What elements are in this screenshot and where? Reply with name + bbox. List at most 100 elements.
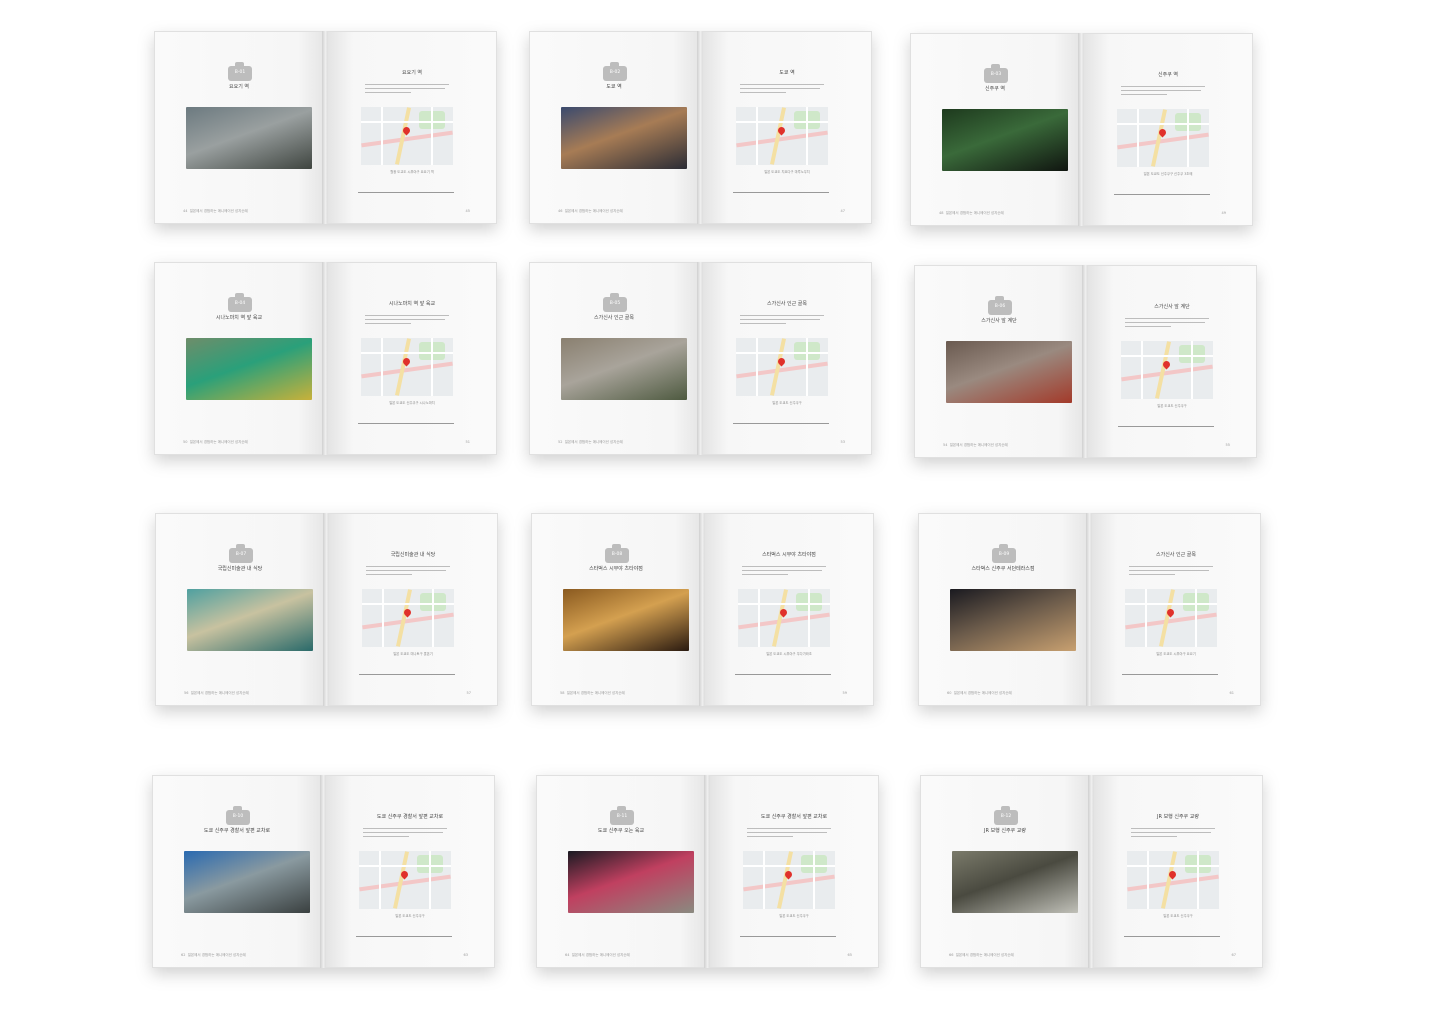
photo-title: 도쿄 역: [606, 84, 622, 90]
book-title-footer: 일본에서 경험하는 애니메이션 성지순례: [953, 691, 1012, 695]
divider: [358, 192, 454, 193]
map-caption: 일본 도쿄도 신주쿠구: [779, 914, 809, 918]
right-page-number: 61: [1229, 691, 1234, 695]
body-text-line: [1129, 574, 1175, 576]
camera-icon: B-09: [992, 544, 1016, 563]
map-road: [1191, 341, 1193, 399]
location-map: [1121, 341, 1213, 399]
left-page-number: 46: [558, 209, 563, 213]
left-page-number: 56: [184, 691, 189, 695]
right-page: 스타벅스 시부야 츠타야점 일본 도쿄도 시부야구 우다가와초 59: [704, 513, 874, 706]
body-text-line: [363, 828, 447, 830]
right-title: 스가신사 인근 골목: [767, 301, 807, 307]
right-page: 시나노마치 역 앞 육교 일본 도쿄도 신주쿠구 시나노마치 51: [327, 262, 497, 455]
left-page: B-12 JR 보행 신주쿠 교량 66 일본에서 경험하는 애니메이션 성지순…: [920, 775, 1090, 968]
photo-title: 스타벅스 시부야 츠타야점: [589, 566, 643, 572]
footer-text: 64 일본에서 경험하는 애니메이션 성지순례: [565, 953, 630, 958]
book-spine: [322, 262, 329, 455]
book-title-footer: 일본에서 경험하는 애니메이션 성지순례: [190, 691, 249, 695]
photo-title: 국립신미술관 내 식당: [217, 566, 263, 572]
body-text-line: [365, 88, 445, 90]
location-photo: [561, 107, 687, 169]
map-caption: 일본 도쿄도 신주쿠구 신주쿠 3초메: [1143, 172, 1193, 176]
map-road: [432, 589, 434, 647]
footer-text: 62 일본에서 경험하는 애니메이션 성지순례: [181, 953, 246, 958]
body-text-line: [740, 88, 820, 90]
map-road: [738, 603, 830, 605]
map-road: [813, 851, 815, 909]
left-page: B-03 신주쿠 역 48 일본에서 경험하는 애니메이션 성지순례: [910, 33, 1080, 226]
map-road: [382, 589, 384, 647]
map-road: [361, 352, 453, 354]
map-road: [361, 121, 453, 123]
location-code: B-08: [611, 552, 623, 557]
right-page: 도쿄 신주쿠 경찰서 앞편 교차로 일본 도쿄도 신주쿠구 65: [709, 775, 879, 968]
location-map: [1125, 589, 1217, 647]
location-map: [361, 338, 453, 396]
book-title-footer: 일본에서 경험하는 애니메이션 성지순례: [571, 953, 630, 957]
location-photo: [952, 851, 1078, 913]
left-page: B-01 요요기 역 44 일본에서 경험하는 애니메이션 성지순례: [154, 31, 324, 224]
photo-title: 도쿄 신주쿠 오는 육교: [597, 828, 645, 834]
divider: [359, 674, 455, 675]
map-caption: 월광 도교도 시부야구 요요기 역: [390, 170, 434, 174]
map-road: [1117, 123, 1209, 125]
body-text-line: [365, 92, 411, 94]
footer-text: 56 일본에서 경험하는 애니메이션 성지순례: [184, 691, 249, 696]
footer-text: 48 일본에서 경험하는 애니메이션 성지순례: [939, 211, 1004, 216]
map-road: [806, 338, 808, 396]
book-spread: B-03 신주쿠 역 48 일본에서 경험하는 애니메이션 성지순례 신주쿠 역: [910, 33, 1255, 228]
map-caption: 일본 도쿄도 미나토구 롯폰기: [393, 652, 433, 656]
camera-icon: B-03: [984, 64, 1008, 83]
divider: [1122, 674, 1218, 675]
right-title: 국립신미술관 내 식당: [390, 552, 436, 558]
map-caption: 일본 도쿄도 신주쿠구: [1157, 404, 1187, 408]
body-text-line: [740, 323, 786, 325]
body-text-line: [740, 315, 824, 317]
camera-icon: B-01: [228, 62, 252, 81]
right-page-number: 47: [840, 209, 845, 213]
map-road: [1141, 341, 1143, 399]
location-photo: [561, 338, 687, 400]
right-page: 스가신사 앞 계단 일본 도쿄도 신주쿠구 55: [1087, 265, 1257, 458]
book-spread: B-09 스타벅스 신주쿠 서던테라스점 60 일본에서 경험하는 애니메이션 …: [918, 513, 1263, 708]
map-road: [736, 352, 828, 354]
body-text-line: [365, 315, 449, 317]
map-road: [756, 107, 758, 165]
map-road: [362, 603, 454, 605]
book-spread: B-01 요요기 역 44 일본에서 경험하는 애니메이션 성지순례 요요기 역: [154, 31, 499, 226]
body-text-line: [1129, 570, 1209, 572]
location-code: B-02: [609, 70, 621, 75]
map-caption: 일본 도쿄도 치요다구 마루노우치: [764, 170, 810, 174]
body-text-line: [366, 566, 450, 568]
book-spine: [697, 262, 704, 455]
footer-text: 54 일본에서 경험하는 애니메이션 성지순례: [943, 443, 1008, 448]
right-title: 도쿄 역: [779, 70, 795, 76]
left-page-number: 66: [949, 953, 954, 957]
right-page: 도쿄 신주쿠 경찰서 앞편 교차로 일본 도쿄도 신주쿠구 63: [325, 775, 495, 968]
camera-icon: B-08: [605, 544, 629, 563]
photo-title: 스가신사 인근 골목: [594, 315, 634, 321]
map-road: [1137, 109, 1139, 167]
book-spread: B-11 도쿄 신주쿠 오는 육교 64 일본에서 경험하는 애니메이션 성지순…: [536, 775, 881, 970]
map-road: [381, 107, 383, 165]
location-map: [359, 851, 451, 909]
map-road: [359, 865, 451, 867]
left-page: B-04 시나노마치 역 앞 육교 50 일본에서 경험하는 애니메이션 성지순…: [154, 262, 324, 455]
book-spine: [704, 775, 711, 968]
map-caption: 일본 도쿄도 시부야구 우다가와초: [766, 652, 812, 656]
left-page: B-11 도쿄 신주쿠 오는 육교 64 일본에서 경험하는 애니메이션 성지순…: [536, 775, 706, 968]
book-title-footer: 일본에서 경험하는 애니메이션 성지순례: [189, 440, 248, 444]
body-text-line: [740, 92, 786, 94]
camera-icon: B-04: [228, 293, 252, 312]
map-caption: 일본 도쿄도 신주쿠구: [395, 914, 425, 918]
camera-icon: B-06: [988, 296, 1012, 315]
body-text-line: [1121, 94, 1167, 96]
footer-text: 66 일본에서 경험하는 애니메이션 성지순례: [949, 953, 1014, 958]
camera-icon: B-12: [994, 806, 1018, 825]
right-title: JR 보행 신주쿠 교량: [1157, 814, 1199, 820]
book-title-footer: 일본에서 경험하는 애니메이션 성지순례: [566, 691, 625, 695]
book-spine: [1078, 33, 1085, 226]
photo-title: 시나노마치 역 앞 육교: [215, 315, 263, 321]
left-page: B-09 스타벅스 신주쿠 서던테라스점 60 일본에서 경험하는 애니메이션 …: [918, 513, 1088, 706]
